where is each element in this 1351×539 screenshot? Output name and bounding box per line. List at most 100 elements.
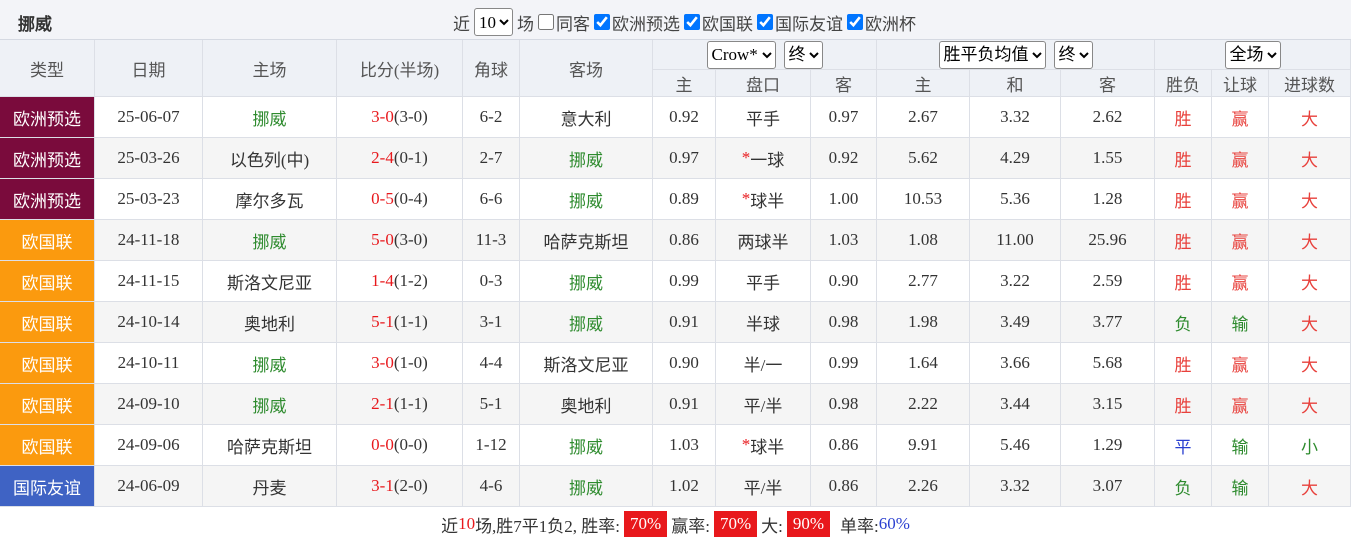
sub-column-header: 盘口 [716,70,811,97]
corners: 6-2 [463,97,520,138]
goals-result: 大 [1269,220,1351,261]
corners: 1-12 [463,425,520,466]
full-score: 0-5 [371,189,394,208]
odds-win: 2.77 [877,261,970,302]
odds-lose: 1.55 [1061,138,1155,179]
odd-rate: 60% [878,514,910,533]
half-score: (0-4) [393,189,428,208]
goals-result: 大 [1269,97,1351,138]
filter-label: 欧洲杯 [865,14,916,34]
odds-away: 1.00 [811,179,877,220]
date: 24-06-09 [95,466,203,507]
select[interactable]: 全场 [1224,40,1281,69]
goals-result: 大 [1269,302,1351,343]
away-team: 意大利 [520,97,653,138]
odds-away: 0.86 [811,466,877,507]
filter-checkbox[interactable] [684,14,700,30]
odds-lose: 2.62 [1061,97,1155,138]
odds-draw: 3.32 [970,97,1061,138]
home-team: 挪威 [203,220,337,261]
odds-draw: 3.49 [970,302,1061,343]
odds-draw: 5.46 [970,425,1061,466]
odds-home: 1.02 [653,466,716,507]
handicap-line: 两球半 [737,232,789,252]
full-score: 1-4 [371,271,394,290]
column-header: 角球 [463,40,520,97]
same-venue-checkbox[interactable] [538,14,554,30]
score: 0-5 (0-4) [337,179,463,220]
odds-lose: 3.07 [1061,466,1155,507]
handicap-result: 输 [1212,302,1269,343]
handicap: * 一球 [716,138,811,179]
corners: 4-6 [463,466,520,507]
big-label: 大: [761,516,783,536]
half-score: (1-2) [393,271,428,290]
half-score: (1-1) [393,312,428,331]
filter-checkbox[interactable] [594,14,610,30]
odds-home: 0.99 [653,261,716,302]
odds-draw: 4.29 [970,138,1061,179]
score: 2-1 (1-1) [337,384,463,425]
odds-draw: 3.22 [970,261,1061,302]
home-team: 挪威 [203,97,337,138]
handicap-result: 赢 [1212,97,1269,138]
footer-count: 10 [458,514,476,533]
corners: 4-4 [463,343,520,384]
result: 负 [1155,302,1212,343]
sub-column-header: 进球数 [1269,70,1351,97]
column-header: 主场 [203,40,337,97]
odds-win: 10.53 [877,179,970,220]
score: 3-0 (1-0) [337,343,463,384]
home-team: 摩尔多瓦 [203,179,337,220]
odds-home: 0.91 [653,302,716,343]
recent-select[interactable]: 10 [474,8,513,36]
odds-away: 0.98 [811,302,877,343]
win-rate: 70% [624,511,668,537]
full-score: 2-1 [371,394,394,413]
score: 0-0 (0-0) [337,425,463,466]
handicap-mark: * [741,148,751,167]
filter-checkbox[interactable] [757,14,773,30]
odds-win: 1.64 [877,343,970,384]
odds-lose: 5.68 [1061,343,1155,384]
date: 24-09-10 [95,384,203,425]
sub-column-header: 让球 [1212,70,1269,97]
select[interactable]: Crow* [706,40,776,69]
goals-result: 大 [1269,138,1351,179]
recent-suffix: 场 [517,14,534,34]
handicap-line: 平/半 [743,396,783,416]
odds-lose: 2.59 [1061,261,1155,302]
date: 24-10-11 [95,343,203,384]
away-team: 斯洛文尼亚 [520,343,653,384]
odds-win: 9.91 [877,425,970,466]
odds-away: 0.92 [811,138,877,179]
footer-prefix: 近 [441,516,459,536]
select[interactable]: 胜平负均值 [938,40,1046,69]
away-team: 挪威 [520,466,653,507]
handicap-result: 赢 [1212,343,1269,384]
date: 25-03-26 [95,138,203,179]
handicap-result: 输 [1212,425,1269,466]
result: 负 [1155,466,1212,507]
odds-away: 0.98 [811,384,877,425]
home-team: 丹麦 [203,466,337,507]
footer-summary: 场,胜7平1负2, 胜率: [475,516,621,536]
half-score: (0-1) [393,148,428,167]
odds-win: 2.26 [877,466,970,507]
away-team: 奥地利 [520,384,653,425]
match-type: 欧国联 [0,384,95,425]
score: 2-4 (0-1) [337,138,463,179]
handicap-mark: * [741,189,751,208]
filter-label: 国际友谊 [775,14,843,34]
filter-checkbox[interactable] [847,14,863,30]
handicap-line: 半/一 [743,355,783,375]
date: 25-06-07 [95,97,203,138]
handicap-line: 半球 [746,314,780,334]
handicap: * 球半 [716,425,811,466]
match-type: 欧国联 [0,302,95,343]
goals-result: 大 [1269,466,1351,507]
select[interactable]: 终 [783,40,823,69]
match-type: 欧国联 [0,343,95,384]
select[interactable]: 终 [1053,40,1093,69]
column-header: 客场 [520,40,653,97]
